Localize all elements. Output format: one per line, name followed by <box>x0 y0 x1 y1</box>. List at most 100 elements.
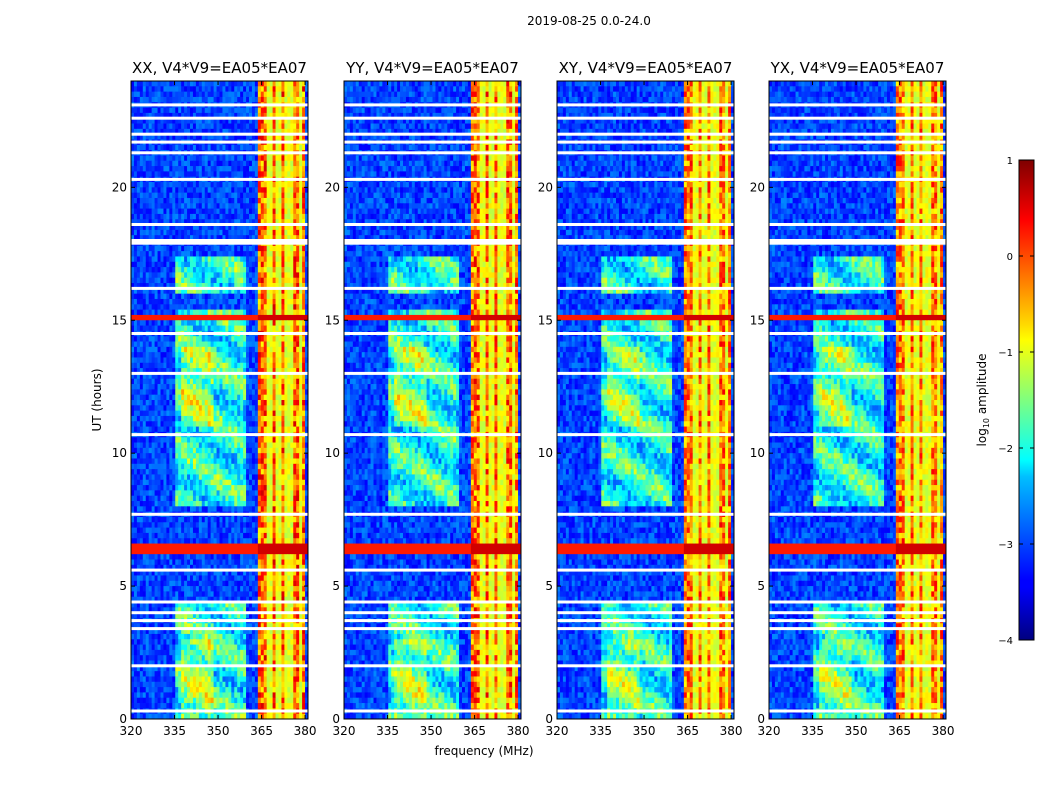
heatmap-cell <box>217 182 220 188</box>
heatmap-cell <box>190 193 193 199</box>
heatmap-cell <box>290 86 293 92</box>
heatmap-cell <box>273 198 276 204</box>
heatmap-cell <box>137 166 140 172</box>
heatmap-cell <box>255 171 258 177</box>
heatmap-cell <box>290 161 293 167</box>
heatmap-cell <box>131 97 134 103</box>
heatmap-cell <box>149 198 152 204</box>
heatmap-cell <box>143 203 146 209</box>
heatmap-cell <box>166 182 169 188</box>
heatmap-cell <box>208 193 211 199</box>
heatmap-cell <box>137 145 140 151</box>
heatmap-cell <box>196 92 199 98</box>
heatmap-cell <box>196 108 199 114</box>
heatmap-cell <box>202 92 205 98</box>
heatmap-cell <box>264 187 267 193</box>
heatmap-cell <box>217 124 220 130</box>
heatmap-cell <box>217 161 220 167</box>
heatmap-cell <box>211 124 214 130</box>
heatmap-cell <box>181 203 184 209</box>
heatmap-cell <box>214 171 217 177</box>
heatmap-cell <box>281 193 284 199</box>
heatmap-cell <box>228 124 231 130</box>
heatmap-cell <box>296 86 299 92</box>
heatmap-cell <box>225 155 228 161</box>
heatmap-cell <box>169 198 172 204</box>
heatmap-cell <box>178 171 181 177</box>
heatmap-cell <box>284 108 287 114</box>
heatmap-cell <box>205 124 208 130</box>
heatmap-cell <box>196 182 199 188</box>
heatmap-cell <box>178 86 181 92</box>
heatmap-cell <box>166 81 169 87</box>
heatmap-cell <box>243 171 246 177</box>
heatmap-cell <box>134 161 137 167</box>
heatmap-cell <box>158 203 161 209</box>
heatmap-cell <box>143 209 146 215</box>
heatmap-cell <box>163 108 166 114</box>
heatmap-cell <box>249 161 252 167</box>
heatmap-cell <box>231 166 234 172</box>
heatmap-cell <box>169 193 172 199</box>
heatmap-cell <box>261 166 264 172</box>
heatmap-cell <box>243 145 246 151</box>
heatmap-cell <box>287 97 290 103</box>
figure-suptitle: 2019-08-25 0.0-24.0 <box>527 14 651 28</box>
heatmap-cell <box>270 86 273 92</box>
heatmap-cell <box>202 155 205 161</box>
heatmap-cell <box>273 187 276 193</box>
heatmap-cell <box>222 193 225 199</box>
heatmap-cell <box>214 145 217 151</box>
heatmap-cell <box>228 171 231 177</box>
heatmap-cell <box>270 155 273 161</box>
heatmap-cell <box>196 161 199 167</box>
heatmap-cell <box>273 193 276 199</box>
heatmap-cell <box>214 97 217 103</box>
heatmap-cell <box>208 108 211 114</box>
heatmap-cell <box>249 203 252 209</box>
heatmap-cell <box>264 166 267 172</box>
heatmap-cell <box>205 86 208 92</box>
heatmap-cell <box>190 171 193 177</box>
heatmap-cell <box>240 161 243 167</box>
heatmap-cell <box>302 86 305 92</box>
heatmap-cell <box>134 81 137 87</box>
heatmap-cell <box>193 108 196 114</box>
heatmap-cell <box>199 92 202 98</box>
heatmap-cell <box>273 124 276 130</box>
heatmap-cell <box>181 155 184 161</box>
heatmap-cell <box>146 86 149 92</box>
heatmap-cell <box>214 81 217 87</box>
heatmap-cell <box>184 92 187 98</box>
heatmap-cell <box>234 187 237 193</box>
heatmap-cell <box>228 97 231 103</box>
heatmap-cell <box>299 182 302 188</box>
heatmap-cell <box>237 97 240 103</box>
heatmap-cell <box>158 155 161 161</box>
heatmap-cell <box>217 97 220 103</box>
heatmap-cell <box>284 81 287 87</box>
heatmap-cell <box>270 161 273 167</box>
heatmap-cell <box>246 108 249 114</box>
heatmap-cell <box>246 203 249 209</box>
heatmap-cell <box>155 193 158 199</box>
heatmap-cell <box>152 86 155 92</box>
heatmap-cell <box>261 193 264 199</box>
heatmap-cell <box>166 92 169 98</box>
heatmap-cell <box>284 198 287 204</box>
heatmap-cell <box>214 86 217 92</box>
heatmap-cell <box>217 166 220 172</box>
heatmap-cell <box>158 166 161 172</box>
heatmap-cell <box>302 161 305 167</box>
heatmap-cell <box>196 86 199 92</box>
heatmap-cell <box>163 203 166 209</box>
heatmap-cell <box>193 203 196 209</box>
heatmap-cell <box>273 97 276 103</box>
heatmap-cell <box>172 203 175 209</box>
heatmap-cell <box>131 145 134 151</box>
heatmap-cell <box>187 198 190 204</box>
heatmap-cell <box>243 108 246 114</box>
heatmap-cell <box>246 155 249 161</box>
heatmap-cell <box>237 166 240 172</box>
heatmap-cell <box>169 209 172 215</box>
